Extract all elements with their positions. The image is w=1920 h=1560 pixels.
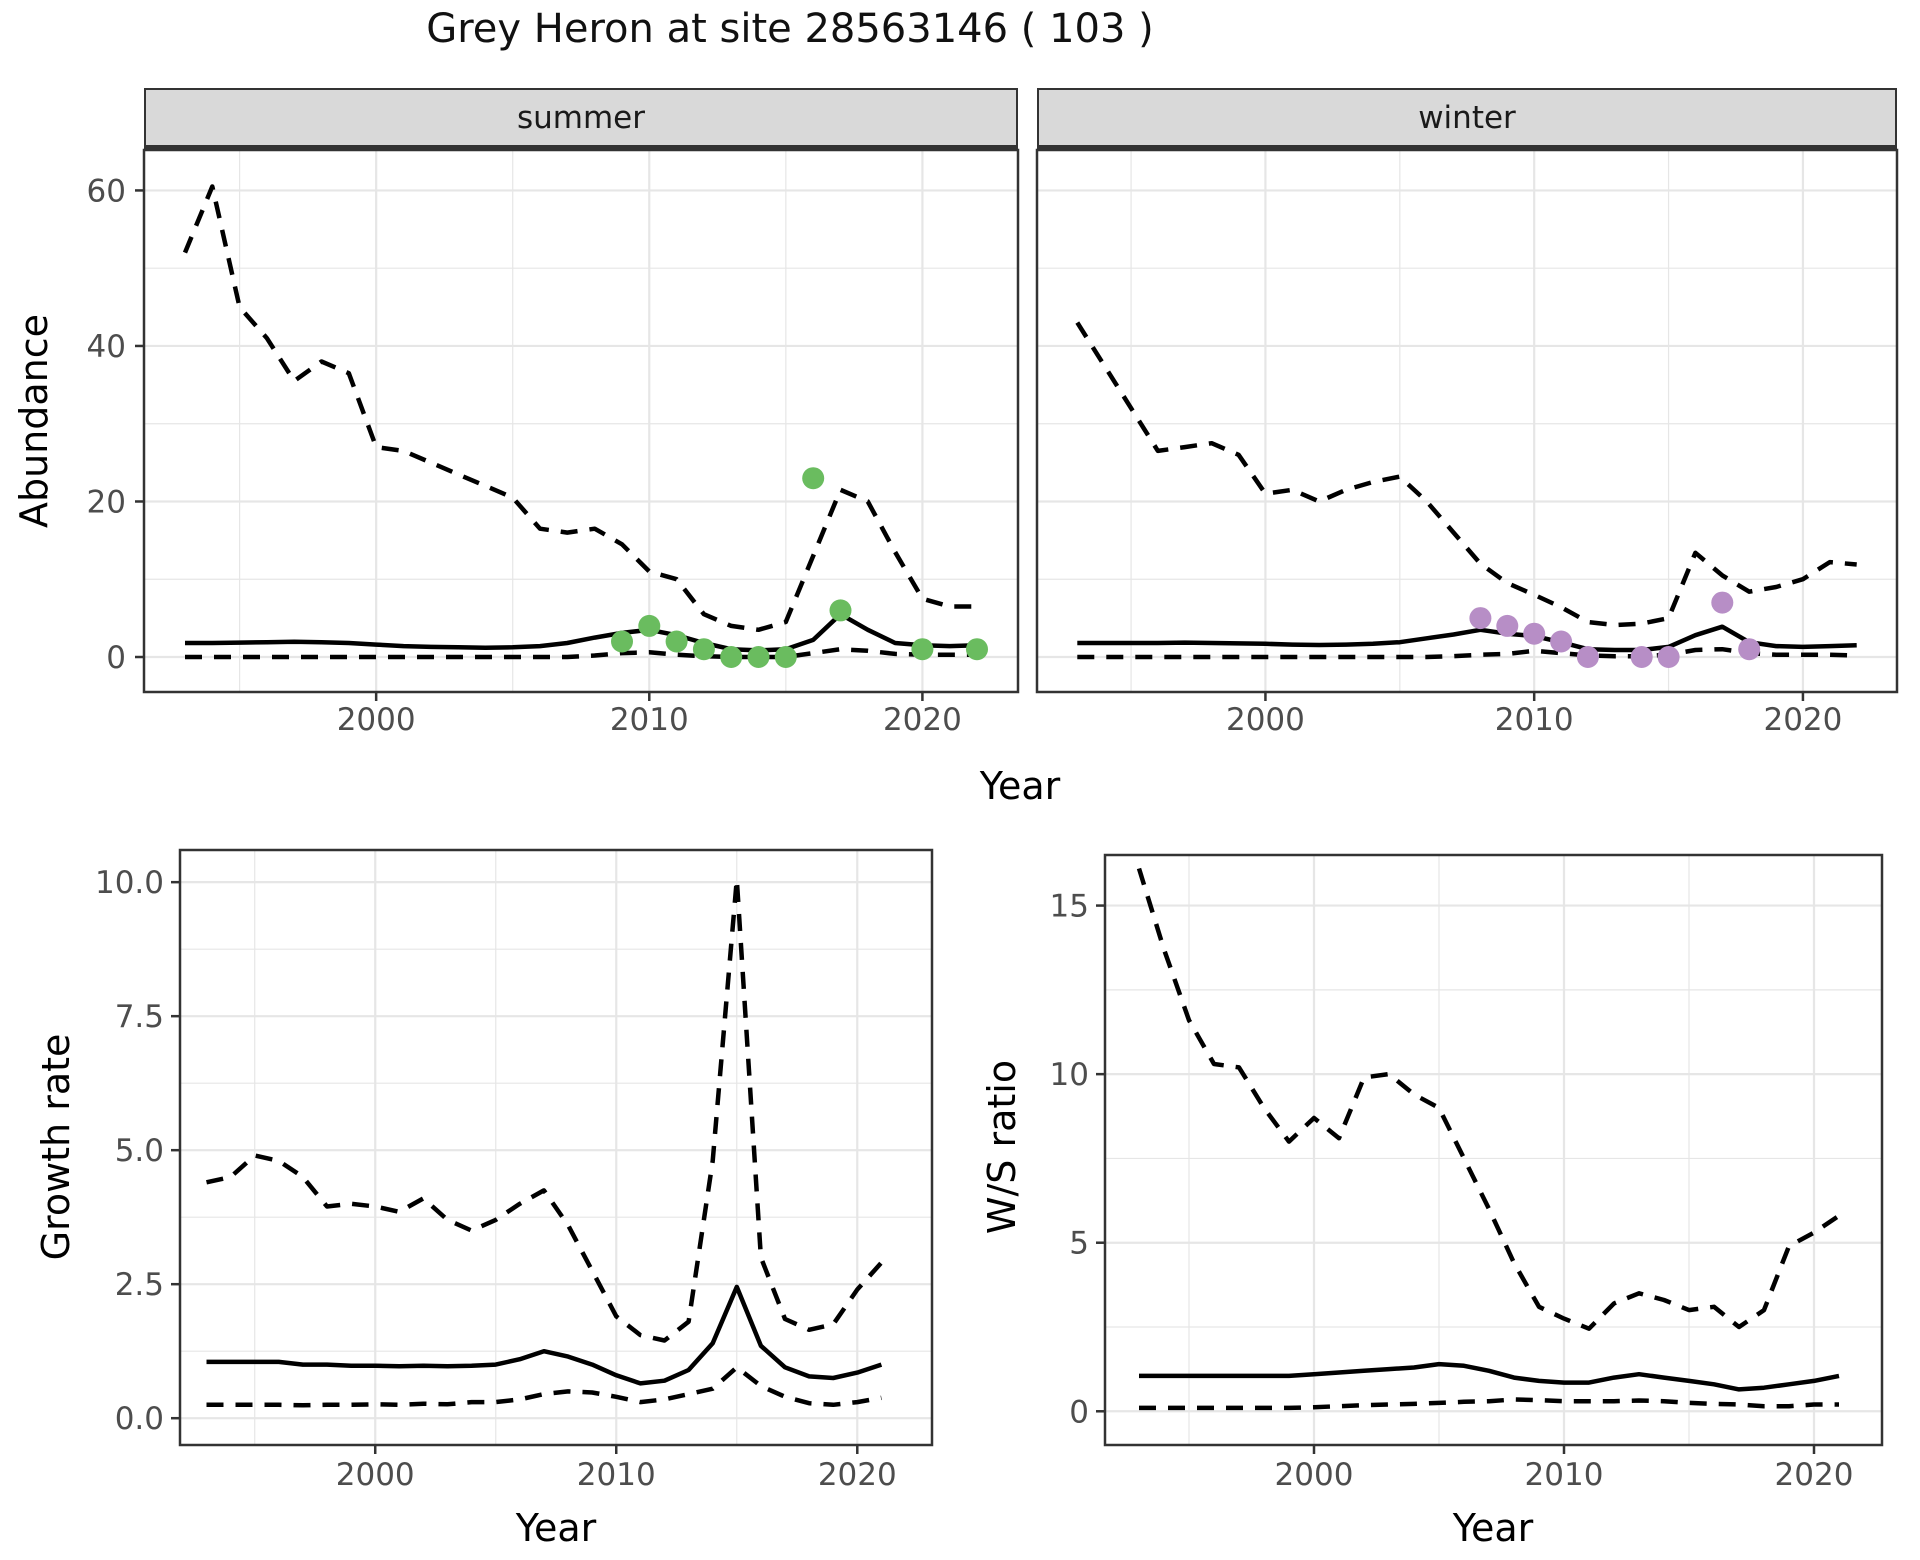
data-point [1630, 646, 1653, 668]
x-tick-label: 2010 [577, 1457, 656, 1493]
x-axis-title-top: Year [979, 764, 1061, 808]
series-upper-quantile [206, 877, 884, 1343]
data-point [1711, 591, 1734, 614]
x-axis-title-ws-ratio: Year [1452, 1506, 1534, 1550]
data-point [665, 630, 688, 653]
y-tick-label: 2.5 [115, 1267, 164, 1303]
series-upper-quantile [1075, 321, 1857, 628]
y-tick-label: 10 [1050, 1057, 1089, 1093]
series-lower-quantile [185, 646, 977, 660]
data-point [1576, 646, 1599, 668]
x-tick-label: 2000 [1226, 702, 1305, 738]
series-upper-quantile [182, 184, 977, 633]
data-point [829, 599, 852, 622]
data-point [1738, 638, 1761, 661]
x-tick-label: 2020 [818, 1457, 897, 1493]
data-point [692, 638, 715, 661]
y-axis-title-growth-rate: Growth rate [34, 1033, 78, 1261]
y-tick-label: 5.0 [115, 1133, 164, 1169]
x-tick-label: 2010 [1525, 1457, 1604, 1493]
data-point [1550, 630, 1573, 653]
x-tick-label: 2010 [1495, 702, 1574, 738]
y-tick-label: 20 [87, 484, 126, 520]
data-point [802, 467, 825, 490]
series-median [1077, 624, 1857, 653]
series-median [206, 1284, 883, 1386]
panel-border [178, 848, 934, 1447]
x-tick-label: 2000 [1275, 1457, 1354, 1493]
y-tick-label: 7.5 [115, 999, 164, 1035]
data-point [747, 646, 770, 668]
panel-background [1105, 855, 1882, 1445]
x-tick-label: 2000 [336, 1457, 415, 1493]
y-axis-title-abundance: Abundance [12, 313, 56, 529]
x-tick-label: 2020 [883, 702, 962, 738]
x-tick-label: 2020 [1763, 702, 1842, 738]
figure-title: Grey Heron at site 28563146 ( 103 ) [426, 6, 1154, 52]
x-tick-label: 2020 [1775, 1457, 1854, 1493]
data-point [1523, 622, 1546, 645]
y-axis-title-ws-ratio: W/S ratio [980, 1059, 1024, 1235]
x-tick-label: 2000 [337, 702, 416, 738]
y-tick-label: 5 [1069, 1226, 1089, 1262]
data-point [911, 638, 934, 661]
y-tick-label: 10.0 [95, 865, 164, 901]
data-point [720, 646, 743, 668]
x-tick-label: 2010 [610, 702, 689, 738]
series-lower-quantile [1139, 1397, 1839, 1411]
panel-border [1035, 148, 1899, 694]
y-tick-label: 0 [1069, 1394, 1089, 1430]
series-median [1139, 1361, 1840, 1392]
series-lower-quantile [1077, 646, 1857, 660]
data-point [611, 630, 633, 653]
data-point [638, 614, 661, 637]
panel-background [1037, 150, 1897, 692]
facet-strip-winter-label: winter [1418, 99, 1516, 136]
data-point [1657, 646, 1680, 668]
data-point [1496, 614, 1519, 637]
y-tick-label: 0.0 [115, 1401, 164, 1437]
facet-strip-summer-label: summer [516, 99, 645, 136]
y-tick-label: 40 [87, 329, 126, 365]
data-point [774, 646, 797, 668]
y-tick-label: 0 [106, 640, 126, 676]
data-point [966, 638, 988, 661]
x-axis-title-growth-rate: Year [515, 1506, 597, 1550]
series-upper-quantile [1136, 867, 1841, 1331]
facet-strip-summer: summer [144, 88, 1018, 150]
series-lower-quantile [206, 1365, 882, 1408]
data-point [1469, 607, 1492, 630]
facet-strip-winter: winter [1037, 88, 1897, 150]
y-tick-label: 60 [87, 173, 126, 209]
panel-border [142, 148, 1020, 694]
y-tick-label: 15 [1050, 889, 1089, 925]
panel-border [1103, 853, 1884, 1447]
panel-background [144, 150, 1018, 692]
